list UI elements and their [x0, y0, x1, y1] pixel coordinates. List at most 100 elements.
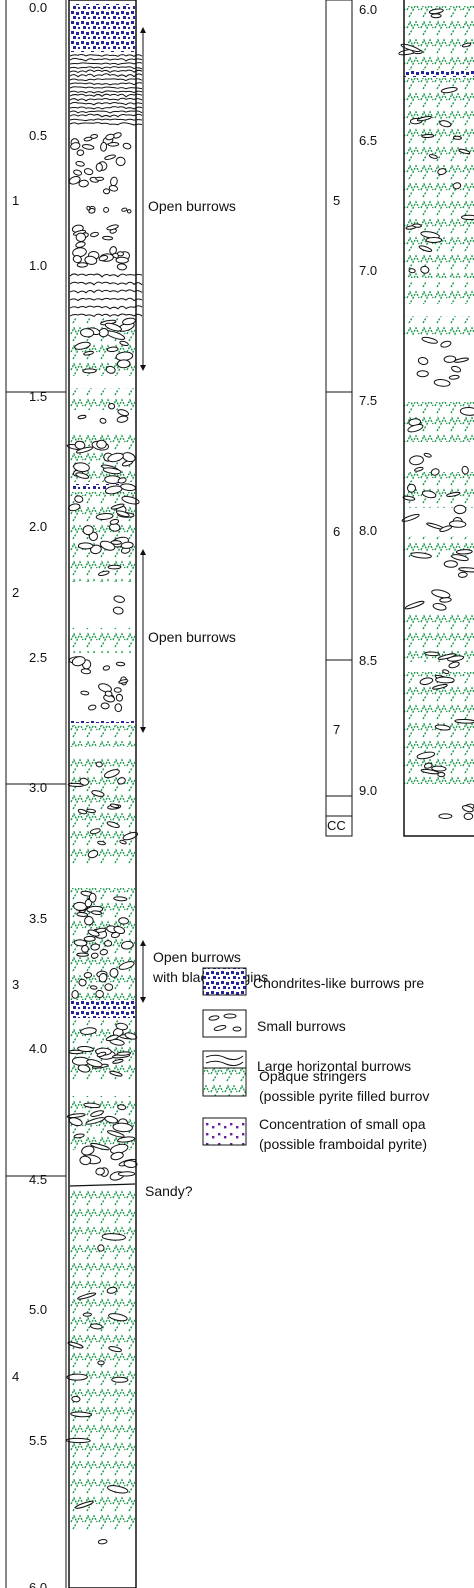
chondrites-interval: [70, 1000, 135, 1018]
burrow-mark: [69, 273, 143, 278]
depth-tick-label: 8.5: [359, 653, 377, 668]
burrow-mark: [457, 571, 468, 578]
burrow-mark: [66, 1113, 86, 1119]
burrow-mark: [115, 256, 129, 264]
section-label: 5: [333, 193, 340, 208]
legend-label: Opaque stringers (possible pyrite filled …: [259, 1068, 429, 1104]
burrow-mark: [446, 491, 461, 497]
burrow-mark: [459, 406, 474, 416]
legend-label: Small burrows: [257, 1018, 346, 1034]
stringers-interval: [404, 78, 474, 278]
burrow-mark: [69, 86, 143, 90]
burrow-mark: [430, 468, 440, 476]
burrow-mark: [431, 589, 451, 599]
burrow-mark: [101, 1233, 126, 1241]
stringers-interval: [70, 388, 135, 410]
burrow-mark: [117, 251, 124, 257]
burrow-mark: [99, 540, 116, 551]
burrow-mark: [113, 595, 125, 603]
burrow-mark: [69, 97, 143, 102]
burrow-mark: [111, 1376, 129, 1383]
burrow-mark: [112, 606, 124, 615]
large-burrows-interval: [69, 273, 143, 318]
stringers-interval: [70, 725, 135, 747]
burrow-mark: [89, 985, 98, 990]
burrow-mark: [69, 106, 143, 110]
burrow-mark: [402, 495, 416, 501]
burrow-mark: [448, 661, 460, 669]
burrow-mark: [100, 141, 108, 152]
burrow-mark: [420, 265, 430, 274]
burrow-mark: [69, 54, 143, 57]
burrow-mark: [99, 949, 108, 956]
burrow-mark: [80, 328, 95, 338]
burrow-mark: [69, 93, 143, 98]
burrow-mark: [117, 777, 126, 785]
burrow-mark: [461, 805, 474, 813]
burrow-mark: [439, 120, 452, 128]
burrow-mark: [434, 724, 451, 731]
burrow-mark: [433, 379, 451, 387]
burrow-mark: [75, 1500, 94, 1509]
burrow-mark: [117, 1136, 136, 1143]
depth-tick-label: 2.0: [29, 519, 47, 534]
burrow-mark: [106, 224, 119, 231]
burrow-mark: [86, 1059, 103, 1068]
burrow-mark: [82, 525, 94, 536]
burrow-mark: [106, 1130, 125, 1138]
burrow-mark: [108, 402, 116, 410]
burrow-mark: [80, 1027, 97, 1035]
burrow-mark: [455, 549, 473, 555]
burrow-mark: [109, 1070, 123, 1077]
burrow-mark: [110, 1151, 124, 1161]
burrow-mark: [84, 915, 94, 926]
burrow-mark: [110, 540, 122, 545]
burrow-mark: [120, 940, 134, 950]
burrow-mark: [108, 185, 119, 192]
burrow-mark: [83, 935, 96, 942]
burrow-overlay: [398, 8, 474, 821]
burrow-mark: [428, 154, 438, 159]
burrow-mark: [110, 176, 118, 187]
burrow-mark: [118, 679, 129, 684]
burrow-mark: [73, 462, 90, 473]
burrow-mark: [97, 840, 106, 846]
burrow-mark: [91, 910, 103, 916]
burrow-mark: [91, 790, 105, 797]
burrow-mark: [95, 176, 105, 181]
burrow-mark: [69, 69, 143, 74]
burrow-mark: [108, 1313, 128, 1322]
burrow-mark: [428, 8, 444, 15]
burrow-mark: [419, 677, 434, 686]
burrow-mark: [116, 263, 127, 271]
depth-tick-label: 4.5: [29, 1172, 47, 1187]
burrow-mark: [118, 917, 129, 925]
burrow-mark: [410, 552, 432, 559]
depth-tick-label: 3.0: [29, 780, 47, 795]
burrow-mark: [417, 357, 429, 365]
burrow-mark: [97, 1360, 105, 1366]
burrow-mark: [70, 1411, 92, 1418]
legend-swatch-chondrites: [202, 967, 247, 996]
burrow-mark: [88, 892, 97, 903]
burrow-mark: [448, 374, 460, 380]
burrow-mark: [432, 684, 448, 690]
burrow-mark: [424, 651, 440, 657]
burrow-mark: [121, 495, 140, 505]
burrow-mark: [84, 255, 98, 265]
burrow-mark: [461, 465, 469, 475]
burrow-mark: [98, 255, 109, 262]
depth-tick-label: 6.0: [29, 1580, 47, 1588]
burrow-mark: [454, 718, 474, 724]
burrow-mark: [416, 751, 436, 760]
burrow-mark: [69, 313, 143, 318]
burrow-mark: [90, 943, 100, 951]
section-label: 6: [333, 524, 340, 539]
burrow-mark: [107, 452, 124, 463]
burrow-mark: [408, 268, 416, 274]
burrow-mark: [69, 281, 143, 286]
burrow-mark: [69, 122, 143, 126]
burrow-mark: [69, 90, 143, 94]
burrow-mark: [69, 110, 143, 114]
burrow-mark: [439, 525, 453, 533]
